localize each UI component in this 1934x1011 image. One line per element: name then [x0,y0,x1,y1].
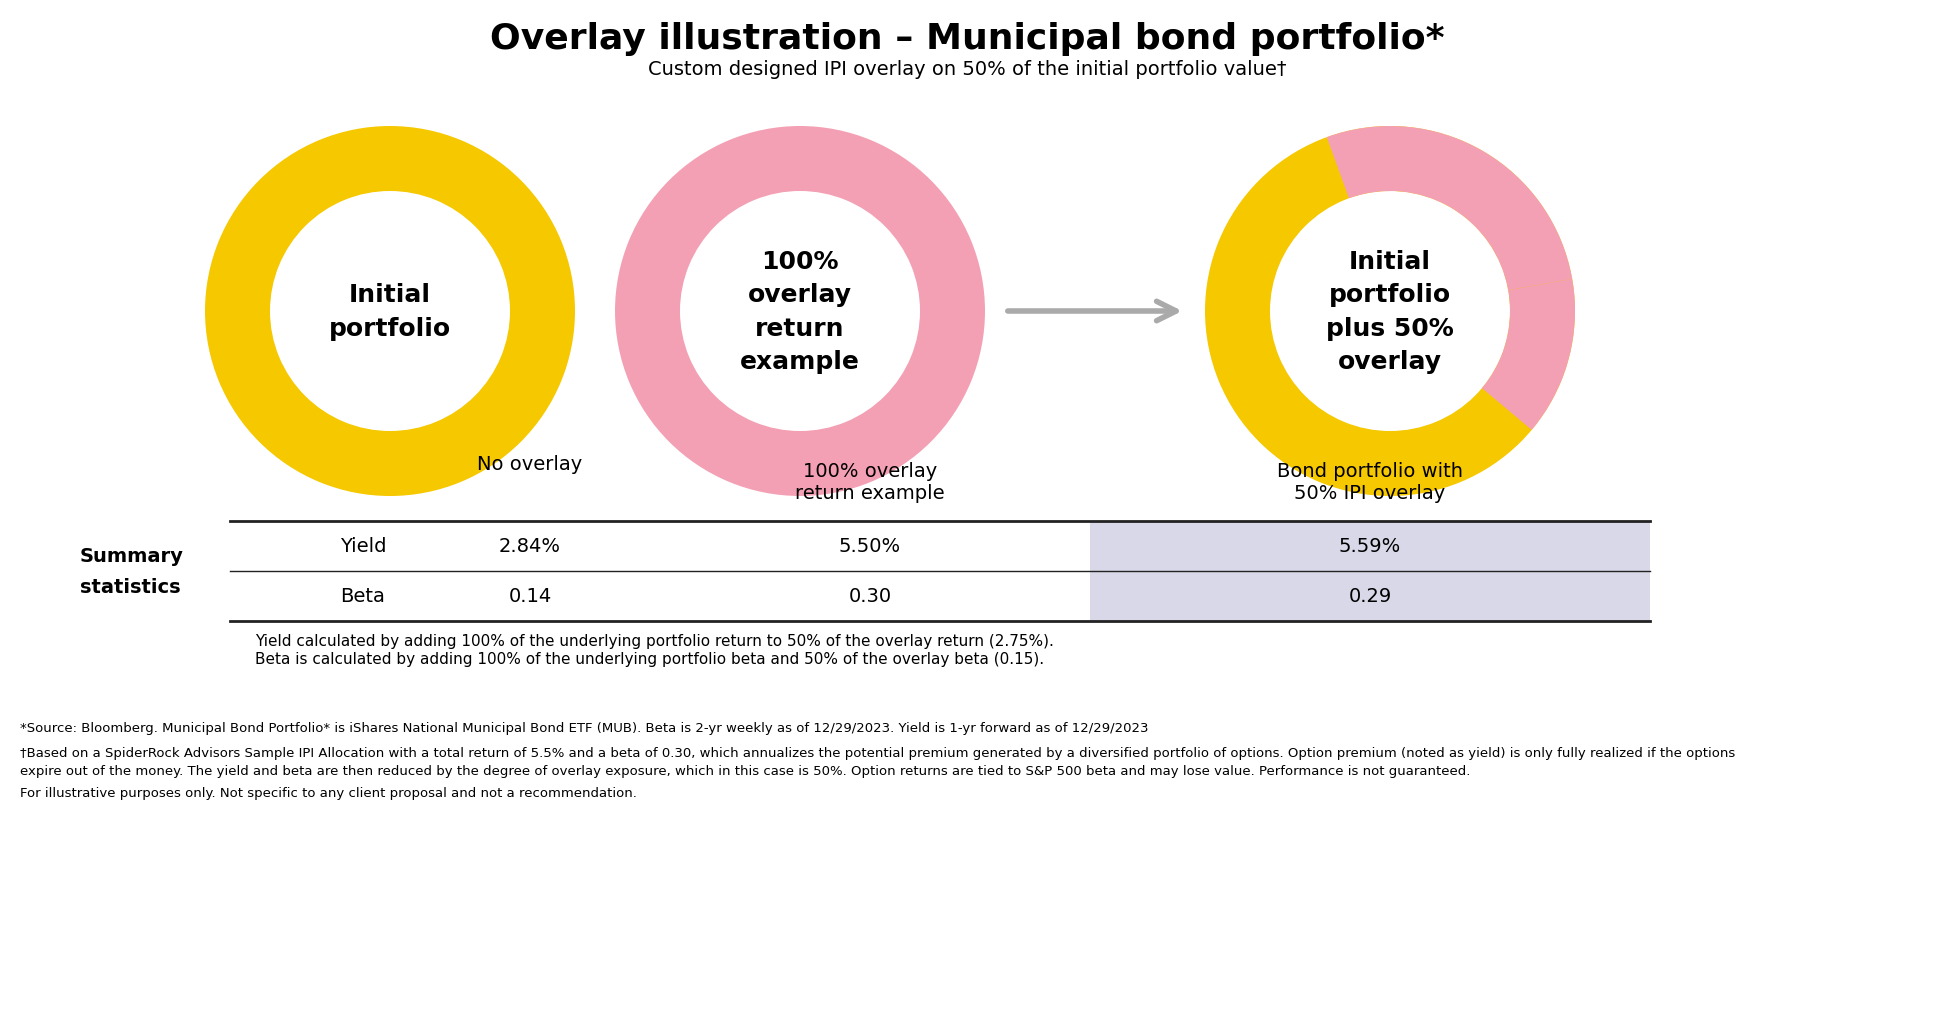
Text: Beta is calculated by adding 100% of the underlying portfolio beta and 50% of th: Beta is calculated by adding 100% of the… [255,651,1044,666]
Text: No overlay: No overlay [478,455,582,473]
Text: Beta: Beta [340,587,385,606]
Text: 100% overlay
return example: 100% overlay return example [795,462,946,502]
Wedge shape [1327,126,1572,291]
Wedge shape [1205,126,1574,496]
Text: Summary
statistics: Summary statistics [79,547,184,596]
Text: 0.30: 0.30 [849,587,892,606]
Text: 5.50%: 5.50% [839,537,901,556]
Text: 0.29: 0.29 [1348,587,1392,606]
Text: Bond portfolio with
50% IPI overlay: Bond portfolio with 50% IPI overlay [1276,462,1462,502]
Text: 0.14: 0.14 [509,587,551,606]
Wedge shape [615,126,984,496]
Text: Yield: Yield [340,537,387,556]
FancyBboxPatch shape [1091,522,1650,622]
Text: expire out of the money. The yield and beta are then reduced by the degree of ov: expire out of the money. The yield and b… [19,764,1470,777]
Text: 100%
overlay
return
example: 100% overlay return example [741,250,861,374]
Text: Yield calculated by adding 100% of the underlying portfolio return to 50% of the: Yield calculated by adding 100% of the u… [255,633,1054,648]
Text: 2.84%: 2.84% [499,537,561,556]
Text: Custom designed IPI overlay on 50% of the initial portfolio value†: Custom designed IPI overlay on 50% of th… [648,60,1286,79]
Text: Initial
portfolio: Initial portfolio [329,283,451,341]
Text: *Source: Bloomberg. Municipal Bond Portfolio* is iShares National Municipal Bond: *Source: Bloomberg. Municipal Bond Portf… [19,721,1149,734]
Text: Initial
portfolio
plus 50%
overlay: Initial portfolio plus 50% overlay [1327,250,1454,374]
Text: 5.59%: 5.59% [1338,537,1400,556]
Text: For illustrative purposes only. Not specific to any client proposal and not a re: For illustrative purposes only. Not spec… [19,787,636,800]
Wedge shape [1481,311,1574,431]
Wedge shape [1509,280,1574,311]
Text: Overlay illustration – Municipal bond portfolio*: Overlay illustration – Municipal bond po… [489,22,1445,56]
Wedge shape [205,126,574,496]
Text: †Based on a SpiderRock Advisors Sample IPI Allocation with a total return of 5.5: †Based on a SpiderRock Advisors Sample I… [19,746,1735,759]
